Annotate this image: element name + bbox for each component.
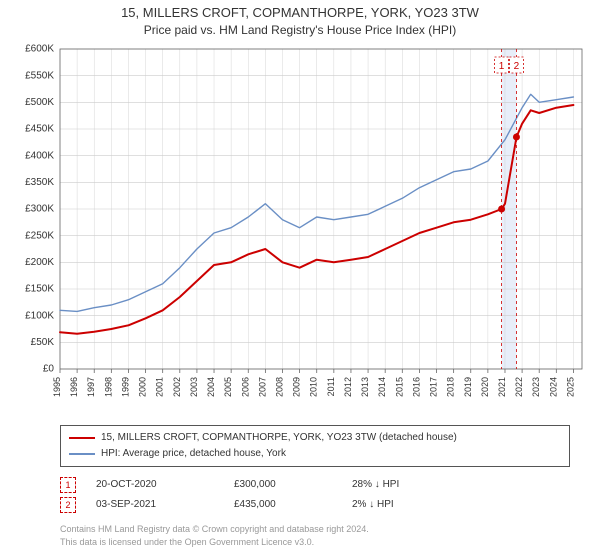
svg-text:£600K: £600K: [25, 44, 54, 55]
legend-swatch-hpi: [69, 453, 95, 455]
svg-text:2018: 2018: [446, 377, 456, 397]
svg-text:£350K: £350K: [25, 177, 54, 188]
page-subtitle: Price paid vs. HM Land Registry's House …: [0, 22, 600, 39]
legend-label-hpi: HPI: Average price, detached house, York: [101, 446, 286, 462]
svg-text:2007: 2007: [257, 377, 267, 397]
svg-text:2017: 2017: [429, 377, 439, 397]
footer-line-2: This data is licensed under the Open Gov…: [60, 536, 570, 549]
svg-text:2008: 2008: [274, 377, 284, 397]
chart-container: 15, MILLERS CROFT, COPMANTHORPE, YORK, Y…: [0, 0, 600, 560]
svg-text:£250K: £250K: [25, 230, 54, 241]
svg-text:£500K: £500K: [25, 97, 54, 108]
event-date-2: 03-SEP-2021: [96, 495, 234, 515]
svg-text:1995: 1995: [52, 377, 62, 397]
event-delta-1: 28% ↓ HPI: [352, 475, 570, 495]
page-title: 15, MILLERS CROFT, COPMANTHORPE, YORK, Y…: [0, 0, 600, 22]
svg-text:2005: 2005: [223, 377, 233, 397]
svg-text:2022: 2022: [514, 377, 524, 397]
legend-swatch-property: [69, 437, 95, 439]
svg-text:£200K: £200K: [25, 257, 54, 268]
svg-text:2: 2: [514, 61, 520, 72]
svg-text:1998: 1998: [103, 377, 113, 397]
svg-text:1999: 1999: [120, 377, 130, 397]
svg-text:2019: 2019: [463, 377, 473, 397]
svg-text:£550K: £550K: [25, 70, 54, 81]
svg-text:£150K: £150K: [25, 284, 54, 295]
svg-text:2013: 2013: [360, 377, 370, 397]
footer: Contains HM Land Registry data © Crown c…: [60, 523, 570, 548]
event-date-1: 20-OCT-2020: [96, 475, 234, 495]
svg-text:£450K: £450K: [25, 124, 54, 135]
line-chart: £0 £50K £100K £150K £200K £250K £300K £350K £400…: [0, 39, 600, 419]
svg-text:2000: 2000: [138, 377, 148, 397]
svg-text:2006: 2006: [240, 377, 250, 397]
svg-text:2001: 2001: [155, 377, 165, 397]
svg-text:2011: 2011: [326, 377, 336, 396]
svg-text:2020: 2020: [480, 377, 490, 397]
legend-item-property: 15, MILLERS CROFT, COPMANTHORPE, YORK, Y…: [69, 430, 561, 446]
svg-text:2025: 2025: [565, 377, 575, 397]
events-table: 1 20-OCT-2020 £300,000 28% ↓ HPI 2 03-SE…: [60, 475, 570, 515]
svg-text:£100K: £100K: [25, 310, 54, 321]
legend-label-property: 15, MILLERS CROFT, COPMANTHORPE, YORK, Y…: [101, 430, 457, 446]
event-marker-1: 1: [60, 477, 76, 493]
svg-text:2009: 2009: [292, 377, 302, 397]
svg-text:2002: 2002: [172, 377, 182, 397]
legend-item-hpi: HPI: Average price, detached house, York: [69, 446, 561, 462]
event-price-2: £435,000: [234, 495, 352, 515]
svg-text:2010: 2010: [309, 377, 319, 397]
svg-text:2016: 2016: [411, 377, 421, 397]
event-delta-2: 2% ↓ HPI: [352, 495, 570, 515]
svg-text:£300K: £300K: [25, 204, 54, 215]
legend: 15, MILLERS CROFT, COPMANTHORPE, YORK, Y…: [60, 425, 570, 467]
svg-text:1: 1: [499, 61, 505, 72]
svg-text:1996: 1996: [69, 377, 79, 397]
event-row: 2 03-SEP-2021 £435,000 2% ↓ HPI: [60, 495, 570, 515]
svg-text:2023: 2023: [531, 377, 541, 397]
svg-text:2003: 2003: [189, 377, 199, 397]
chart-area: £0 £50K £100K £150K £200K £250K £300K £350K £400…: [0, 39, 600, 419]
svg-text:2004: 2004: [206, 377, 216, 397]
svg-text:1997: 1997: [86, 377, 96, 397]
svg-text:2015: 2015: [394, 377, 404, 397]
svg-text:2024: 2024: [548, 377, 558, 397]
footer-line-1: Contains HM Land Registry data © Crown c…: [60, 523, 570, 536]
event-marker-2: 2: [60, 497, 76, 513]
svg-text:£0: £0: [43, 364, 55, 375]
svg-text:2014: 2014: [377, 377, 387, 397]
event-row: 1 20-OCT-2020 £300,000 28% ↓ HPI: [60, 475, 570, 495]
event-price-1: £300,000: [234, 475, 352, 495]
svg-text:2012: 2012: [343, 377, 353, 397]
svg-text:£50K: £50K: [31, 337, 55, 348]
svg-text:2021: 2021: [497, 377, 507, 397]
svg-text:£400K: £400K: [25, 150, 54, 161]
